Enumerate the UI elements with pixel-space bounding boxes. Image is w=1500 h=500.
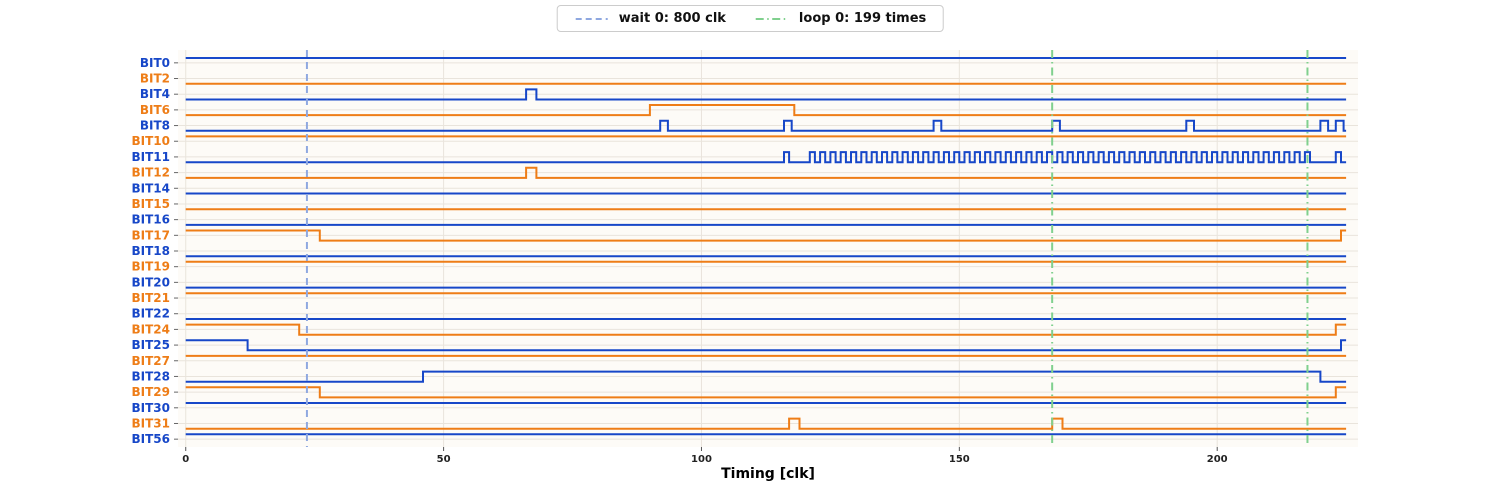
signal-label-BIT24: BIT24: [132, 322, 171, 336]
waveform-BIT31: [185, 417, 1347, 430]
waveform-BIT4: [185, 88, 1347, 101]
waveform-BIT29: [185, 386, 1347, 399]
signal-label-BIT2: BIT2: [140, 72, 170, 86]
signal-label-BIT22: BIT22: [132, 307, 171, 321]
signal-label-BIT10: BIT10: [132, 134, 171, 148]
signal-label-BIT21: BIT21: [132, 291, 171, 305]
waveform-BIT24: [185, 323, 1347, 336]
signal-label-BIT29: BIT29: [132, 385, 171, 399]
signal-label-BIT6: BIT6: [140, 103, 170, 117]
waveform-BIT17: [185, 229, 1347, 242]
waveform-BIT12: [185, 166, 1347, 179]
legend-label-loop: loop 0: 199 times: [798, 11, 927, 26]
legend-item-loop: loop 0: 199 times: [754, 11, 926, 26]
signal-label-BIT4: BIT4: [140, 87, 170, 101]
signal-label-BIT14: BIT14: [132, 181, 171, 195]
waveform-BIT11: [185, 151, 1347, 164]
x-tick-label: 50: [437, 454, 451, 465]
signal-label-BIT31: BIT31: [132, 416, 171, 430]
legend: wait 0: 800 clk loop 0: 199 times: [556, 5, 944, 32]
signal-label-BIT28: BIT28: [132, 369, 171, 383]
waveform-BIT25: [185, 339, 1347, 352]
legend-item-wait: wait 0: 800 clk: [574, 11, 726, 26]
signal-label-BIT19: BIT19: [132, 260, 171, 274]
signal-label-BIT27: BIT27: [132, 354, 171, 368]
signal-label-BIT17: BIT17: [132, 228, 171, 242]
signal-label-BIT0: BIT0: [140, 56, 170, 70]
signal-label-BIT8: BIT8: [140, 119, 170, 133]
legend-label-wait: wait 0: 800 clk: [618, 11, 726, 26]
waveform-BIT6: [185, 104, 1347, 117]
x-tick-label: 100: [691, 454, 712, 465]
x-tick-label: 150: [949, 454, 970, 465]
waveform-BIT28: [185, 370, 1347, 383]
x-axis-label: Timing [clk]: [721, 466, 815, 482]
signal-label-BIT11: BIT11: [132, 150, 171, 164]
signal-label-BIT16: BIT16: [132, 213, 171, 227]
signal-label-BIT12: BIT12: [132, 166, 171, 180]
signal-label-BIT25: BIT25: [132, 338, 171, 352]
signal-label-BIT30: BIT30: [132, 401, 171, 415]
x-tick-label: 0: [182, 454, 189, 465]
signal-label-BIT56: BIT56: [132, 432, 171, 446]
x-tick-label: 200: [1207, 454, 1228, 465]
signal-label-BIT20: BIT20: [132, 275, 171, 289]
signal-label-BIT15: BIT15: [132, 197, 171, 211]
loop-dashdot-line-icon: [755, 17, 788, 20]
waveform-BIT8: [185, 119, 1347, 132]
wait-dashed-line-icon: [575, 17, 608, 20]
signal-label-BIT18: BIT18: [132, 244, 171, 258]
